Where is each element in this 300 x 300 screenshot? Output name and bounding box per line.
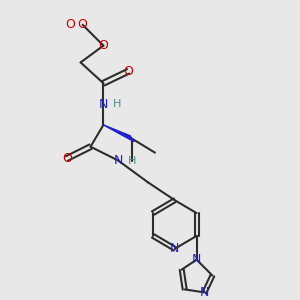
Text: H: H	[113, 99, 122, 109]
Text: H: H	[128, 156, 136, 166]
Text: O: O	[123, 65, 133, 78]
Text: N: N	[170, 242, 179, 255]
Polygon shape	[103, 125, 134, 142]
Text: O: O	[78, 18, 88, 31]
Text: N: N	[200, 286, 209, 299]
Text: N: N	[192, 253, 201, 266]
Text: O: O	[98, 39, 108, 52]
Text: N: N	[114, 154, 123, 167]
Text: O: O	[65, 18, 75, 31]
Text: N: N	[99, 98, 108, 111]
Text: O: O	[62, 152, 72, 165]
